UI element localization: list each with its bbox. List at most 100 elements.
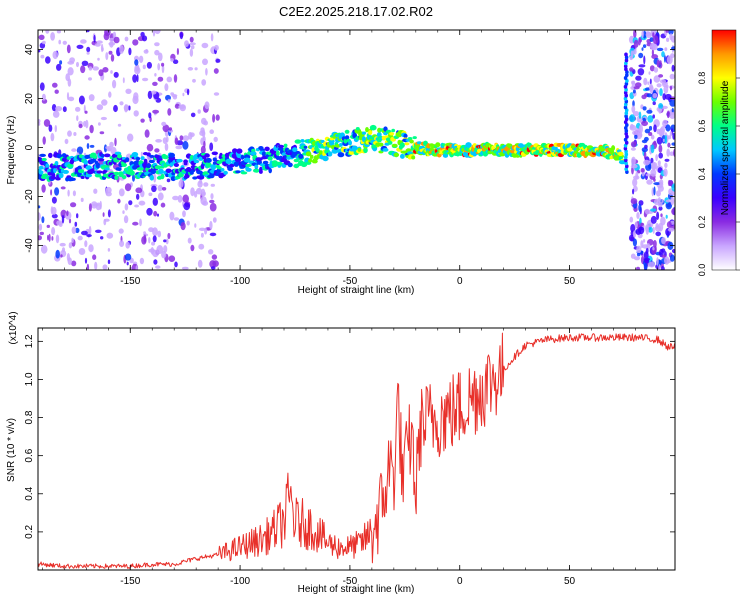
spectrogram-noise-cell: [101, 99, 108, 106]
spectrogram-ridge-cell: [411, 155, 416, 160]
spectrogram-noise-cell: [68, 218, 72, 224]
spectrogram-ridge-cell: [212, 157, 217, 162]
spectrogram-noise-cell: [108, 91, 112, 98]
spectrogram-noise-cell: [148, 237, 151, 244]
spectrogram-noise-cell: [151, 241, 156, 246]
spectrogram-noise-cell: [632, 230, 637, 238]
spectrogram-noise-cell: [643, 55, 646, 65]
spectrogram-noise-cell: [669, 254, 675, 262]
spectrogram-noise-cell: [212, 217, 217, 223]
spectrogram-noise-cell: [156, 245, 164, 254]
spectrogram-noise-cell: [173, 74, 178, 83]
spectrogram-noise-cell: [67, 130, 72, 137]
spectrogram-noise-cell: [658, 222, 664, 232]
spectrogram-spike-cell: [623, 64, 628, 69]
spectrogram-spike-cell: [624, 158, 628, 163]
spectrogram-noise-cell: [656, 83, 662, 88]
spectrogram-noise-cell: [633, 175, 640, 180]
spectrogram-noise-cell: [666, 148, 670, 157]
spectrogram-x-axis-label: Height of straight line (km): [298, 285, 415, 296]
spectrogram-noise-cell: [76, 44, 84, 50]
spectrogram-noise-cell: [631, 80, 636, 89]
spectrogram-noise-cell: [630, 224, 636, 233]
spectrogram-noise-cell: [640, 168, 645, 173]
spectrogram-noise-cell: [124, 253, 132, 261]
spectrogram-noise-cell: [643, 262, 648, 270]
spectrogram-noise-cell: [87, 229, 90, 239]
spectrogram-noise-cell: [664, 134, 668, 144]
spectrogram-noise-cell: [209, 232, 217, 237]
spectrogram-noise-cell: [179, 31, 184, 40]
spectrogram-ridge-cell: [143, 158, 148, 165]
spectrogram-noise-cell: [638, 37, 641, 46]
spectrogram-noise-cell: [38, 212, 41, 221]
spectrogram-ridge-cell: [97, 158, 105, 162]
spectrogram-ridge-cell: [250, 151, 257, 156]
spectrogram-noise-cell: [47, 234, 49, 241]
colorbar-ticks: 0.0 0.2 0.4 0.6 0.8: [697, 72, 740, 276]
spectrogram-noise-cell: [86, 143, 90, 149]
spectrogram-noise-cell: [56, 63, 62, 71]
colorbar-tick-label: 0.8: [697, 72, 707, 85]
spectrogram-ridge-cell: [223, 170, 228, 175]
spectrogram-noise-cell: [103, 218, 110, 222]
spectrogram-ridge-cell: [58, 172, 64, 179]
spectrogram-noise-cell: [76, 213, 79, 219]
spectrogram-ridge-cell: [268, 167, 273, 174]
spectrogram-noise-cell: [172, 95, 178, 100]
spectrogram-noise-cell: [658, 152, 663, 159]
spectrogram-noise-cell: [647, 81, 650, 85]
spectrogram-noise-cell: [110, 54, 115, 62]
spectrogram-noise-cell: [190, 112, 196, 118]
spectrogram-noise-cell: [649, 42, 656, 50]
spectrogram-noise-cell: [649, 78, 652, 85]
spectrogram-ridge-cell: [294, 139, 302, 144]
spectrogram-ridge-cell: [210, 164, 217, 168]
spectrogram-ridge-cell: [243, 157, 251, 163]
spectrogram-noise-cell: [39, 231, 44, 236]
spectrogram-noise-cell: [54, 89, 59, 94]
spectrogram-ridge-cell: [114, 151, 122, 156]
spectrogram-spike-cell: [624, 81, 629, 86]
spectrogram-noise-cell: [58, 39, 61, 45]
spectrogram-noise-cell: [668, 188, 673, 196]
spectrogram-noise-cell: [50, 189, 53, 196]
spectrogram-noise-cell: [154, 73, 157, 77]
spectrogram-noise-cell: [650, 169, 657, 177]
spectrogram-noise-cell: [205, 68, 208, 76]
spectrogram-noise-cell: [114, 137, 117, 147]
spectrogram-noise-cell: [633, 185, 638, 192]
spectrogram-ridge-cell: [355, 127, 360, 131]
spectrogram-y-axis-label: Frequency (Hz): [6, 116, 17, 185]
spectrogram-noise-cell: [177, 195, 183, 203]
spectrogram-ridge-cell: [183, 159, 189, 164]
snr-y-multiplier: (x10^4): [8, 311, 19, 344]
spectrogram-noise-cell: [153, 173, 157, 183]
spectrogram-ridge-cell: [211, 151, 218, 156]
spectrogram-ridge-cell: [158, 168, 164, 174]
spectrogram-noise-cell: [202, 58, 208, 66]
spectrogram-noise-cell: [157, 76, 164, 82]
spectrogram-noise-cell: [124, 203, 129, 211]
spectrogram-ridge-cell: [225, 158, 232, 164]
spectrogram-ridge-cell: [393, 152, 400, 157]
spectrogram-noise-cell: [88, 203, 92, 212]
spectrogram-noise-cell: [94, 261, 98, 270]
spectrogram-noise-cell: [658, 264, 661, 270]
spectrogram-noise-cell: [189, 42, 196, 46]
spectrogram-noise-cell: [643, 159, 650, 166]
spectrogram-noise-cell: [649, 37, 654, 42]
spectrogram-ridge-cell: [292, 147, 298, 153]
spectrogram-ridge-cell: [391, 128, 396, 133]
spectrogram-ridge-cell: [165, 173, 170, 177]
spectrogram-ridge-cell: [205, 157, 212, 163]
spectrogram-noise-cell: [125, 88, 132, 95]
spectrogram-noise-cell: [40, 244, 48, 254]
spectrogram-noise-cell: [636, 266, 640, 270]
spectrogram-noise-cell: [189, 36, 194, 43]
spectrogram-noise-cell: [45, 56, 51, 64]
spectrogram-ridge-cell: [162, 155, 169, 160]
spectrogram-noise-cell: [157, 230, 162, 238]
spectrogram-noise-cell: [650, 134, 655, 140]
spectrogram-noise-cell: [123, 215, 129, 224]
